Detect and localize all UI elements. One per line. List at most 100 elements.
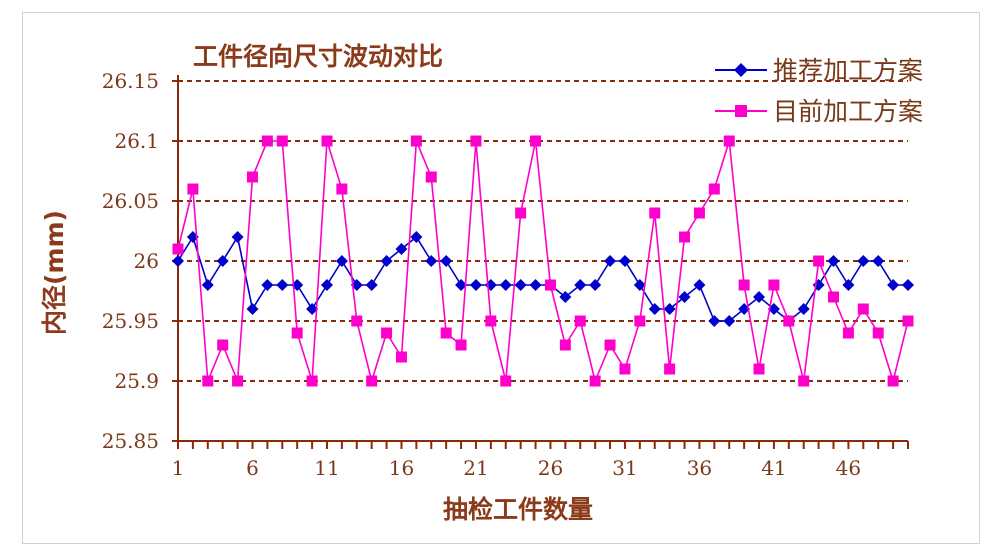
- data-point: [559, 339, 571, 351]
- legend-marker-recommended: [734, 63, 748, 77]
- legend: 推荐加工方案 目前加工方案: [715, 56, 923, 126]
- data-point: [797, 303, 810, 315]
- data-point: [172, 255, 184, 267]
- data-point: [604, 255, 617, 267]
- x-axis-title: 抽检工件数量: [443, 495, 593, 524]
- x-tick-label: 46: [836, 456, 861, 480]
- data-point: [618, 255, 631, 267]
- x-tick-label: 41: [761, 456, 786, 480]
- y-tick-label: 25.9: [114, 369, 159, 393]
- x-tick-label: 11: [314, 456, 339, 480]
- data-point: [410, 231, 423, 243]
- y-tick-label: 26.15: [102, 69, 159, 93]
- data-point: [574, 279, 587, 291]
- data-point: [768, 279, 780, 291]
- data-point: [276, 135, 288, 147]
- data-point: [469, 279, 482, 291]
- data-point: [500, 375, 512, 387]
- data-point: [708, 183, 720, 195]
- data-point: [291, 327, 303, 339]
- data-point: [589, 279, 602, 291]
- data-point: [783, 315, 795, 327]
- data-point: [306, 375, 318, 387]
- data-point: [664, 363, 676, 375]
- data-point: [306, 303, 319, 315]
- data-point: [425, 171, 437, 183]
- y-tick-label: 26.05: [102, 189, 159, 213]
- data-point: [529, 279, 542, 291]
- data-point: [574, 315, 586, 327]
- data-point: [872, 255, 885, 267]
- data-point: [857, 255, 870, 267]
- data-point: [320, 279, 333, 291]
- data-point: [887, 375, 899, 387]
- data-point: [827, 255, 840, 267]
- data-point: [723, 135, 735, 147]
- data-point: [842, 327, 854, 339]
- series-2: [172, 135, 914, 387]
- data-point: [381, 327, 393, 339]
- data-point: [902, 315, 914, 327]
- gridlines: [178, 80, 908, 382]
- x-tick-label: 26: [538, 456, 563, 480]
- series-line: [177, 140, 909, 384]
- legend-label-recommended: 推荐加工方案: [773, 56, 923, 85]
- data-point: [663, 303, 676, 315]
- data-point: [530, 135, 542, 147]
- data-point: [261, 279, 274, 291]
- data-point: [738, 279, 750, 291]
- data-point: [753, 363, 765, 375]
- y-tick-label: 26.1: [114, 129, 159, 153]
- x-tick-label: 1: [172, 456, 185, 480]
- data-point: [231, 231, 244, 243]
- data-point: [380, 255, 393, 267]
- x-tick-label: 16: [389, 456, 414, 480]
- data-point: [216, 255, 229, 267]
- data-point: [485, 315, 497, 327]
- data-point: [201, 279, 214, 291]
- y-axis-title: 内径(mm): [40, 210, 69, 335]
- data-point: [440, 327, 452, 339]
- chart-title: 工件径向尺寸波动对比: [193, 42, 443, 71]
- y-tick-label: 25.95: [102, 309, 159, 333]
- data-point: [217, 339, 229, 351]
- data-point: [634, 315, 646, 327]
- data-point: [902, 279, 914, 291]
- x-tick-label: 6: [246, 456, 259, 480]
- data-point: [366, 375, 378, 387]
- data-point: [335, 255, 348, 267]
- y-tick-labels: 25.85 25.9 25.95 26 26.05 26.1 26.15: [102, 69, 159, 453]
- data-point: [455, 339, 467, 351]
- data-point: [813, 255, 825, 267]
- data-point: [515, 207, 527, 219]
- x-tick-labels: 1 6 11 16 21 26 31 36 41 46: [172, 456, 862, 480]
- series-1: [172, 231, 914, 327]
- data-point: [753, 291, 766, 303]
- data-point: [365, 279, 378, 291]
- data-point: [514, 279, 527, 291]
- data-point: [619, 363, 631, 375]
- data-point: [798, 375, 810, 387]
- data-point: [395, 351, 407, 363]
- data-point: [693, 207, 705, 219]
- data-point: [246, 171, 258, 183]
- data-point: [425, 255, 438, 267]
- data-point: [828, 291, 840, 303]
- x-tick-label: 31: [612, 456, 637, 480]
- x-tick-label: 36: [687, 456, 712, 480]
- data-point: [633, 279, 646, 291]
- data-point: [499, 279, 512, 291]
- data-point: [484, 279, 497, 291]
- data-point: [872, 327, 884, 339]
- data-point: [410, 135, 422, 147]
- data-point: [604, 339, 616, 351]
- legend-label-current: 目前加工方案: [773, 97, 923, 126]
- y-tick-label: 25.85: [102, 429, 159, 453]
- series-layer: [172, 135, 914, 387]
- data-point: [470, 135, 482, 147]
- data-point: [455, 279, 468, 291]
- data-point: [723, 315, 736, 327]
- data-point: [187, 183, 199, 195]
- data-point: [649, 207, 661, 219]
